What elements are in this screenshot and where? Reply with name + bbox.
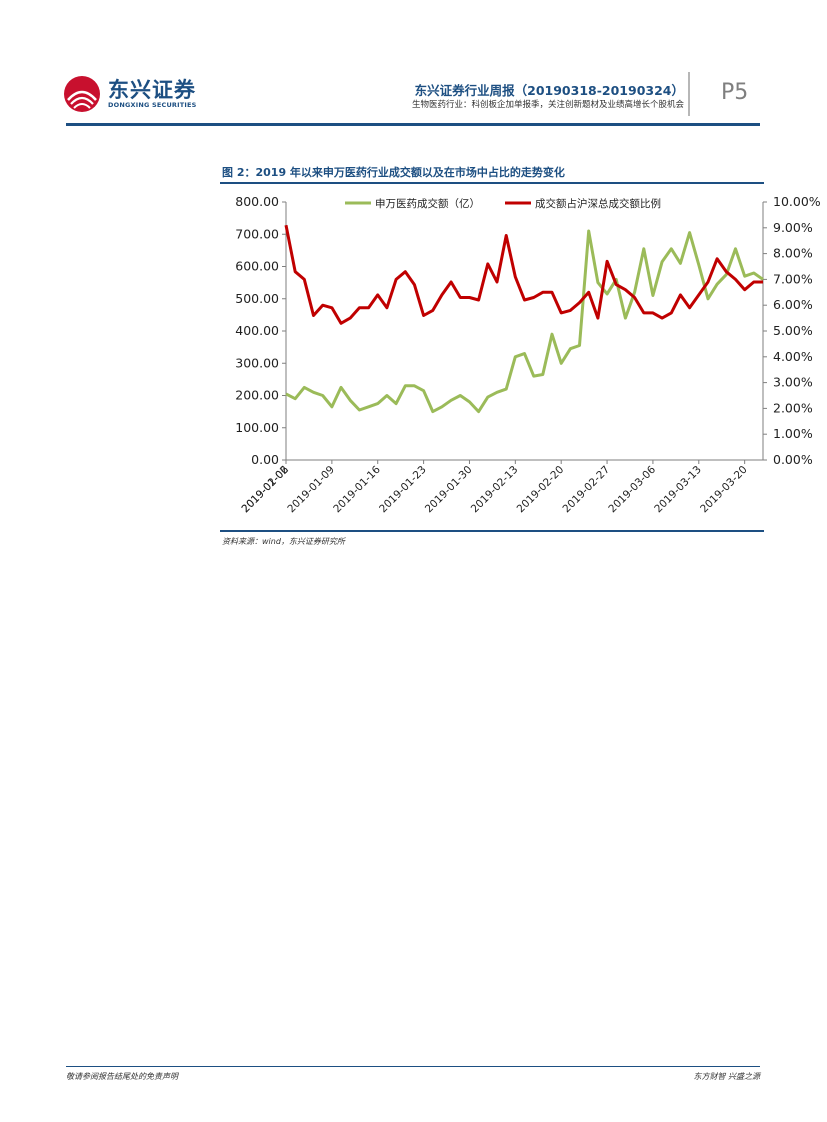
y-left-tick-label: 100.00 xyxy=(235,420,279,435)
x-tick-label: 2019-01-23 xyxy=(377,464,429,516)
y-right-tick-label: 4.00% xyxy=(773,349,813,364)
line-chart: 0.00 100.00 200.00 300.00 400.00 500.00 600.00… xyxy=(235,194,820,516)
logo-chinese-name: 东兴证券 xyxy=(108,78,196,102)
y-left-tick-label: 300.00 xyxy=(235,355,279,370)
series-line-ratio xyxy=(284,224,763,325)
header-rule xyxy=(66,123,760,126)
y-left-tick-label: 600.00 xyxy=(235,259,279,274)
y-left-tick-label: 400.00 xyxy=(235,323,279,338)
x-tick-label: 2019-02-20 xyxy=(515,464,567,516)
logo-english-name: DONGXING SECURITIES xyxy=(108,101,197,109)
y-right-tick-label: 6.00% xyxy=(773,297,813,312)
y-left-tick-label: 200.00 xyxy=(235,388,279,403)
footer-disclaimer: 敬请参阅报告结尾处的免责声明 xyxy=(66,1072,178,1081)
company-logo: 东兴证券 DONGXING SECURITIES xyxy=(62,74,196,114)
y-left-tick-label: 0.00 xyxy=(251,452,279,467)
figure-top-rule xyxy=(220,182,764,184)
y-left-tick-label: 800.00 xyxy=(235,194,279,209)
y-left-tick-label: 700.00 xyxy=(235,226,279,241)
y-right-tick-label: 7.00% xyxy=(773,271,813,286)
y-right-tick-label: 8.00% xyxy=(773,246,813,261)
figure-bottom-rule xyxy=(220,530,764,532)
page-header: 东兴证券 DONGXING SECURITIES 东兴证券行业周报（201903… xyxy=(0,0,827,130)
y-right-tick-label: 5.00% xyxy=(773,323,813,338)
footer-rule xyxy=(66,1066,760,1067)
x-tick-label: 2019-01-09 xyxy=(285,464,337,516)
y-right-tick-label: 10.00% xyxy=(773,194,820,209)
x-tick-label: 2019-01-16 xyxy=(331,463,383,515)
x-tick-label: 2019-03-06 xyxy=(606,463,658,515)
x-tick-label: 2019-03-13 xyxy=(652,464,704,516)
report-subtitle: 生物医药行业：科创板企加单报季，关注创新题材及业绩高增长个股机会 xyxy=(411,100,684,110)
series-line-volume xyxy=(285,229,764,414)
x-tick-label: 2019-03-20 xyxy=(698,464,750,516)
x-tick-label: 2019-01-30 xyxy=(423,464,475,516)
header-divider xyxy=(688,72,690,116)
report-title: 东兴证券行业周报（20190318-20190324） xyxy=(414,83,684,98)
figure-source: 资料来源：wind，东兴证券研究所 xyxy=(222,537,345,546)
y-right-tick-label: 9.00% xyxy=(773,220,813,235)
y-right-tick-label: 3.00% xyxy=(773,375,813,390)
legend-label: 申万医药成交额（亿） xyxy=(375,197,480,210)
footer-slogan: 东方财智 兴盛之源 xyxy=(693,1072,760,1081)
page-number: P5 xyxy=(721,80,749,105)
y-right-tick-label: 0.00% xyxy=(773,452,813,467)
legend-label: 成交额占沪深总成交额比例 xyxy=(535,197,661,210)
x-tick-label: 2019-02-27 xyxy=(561,464,613,516)
logo-emblem-icon xyxy=(64,76,100,112)
y-right-tick-label: 1.00% xyxy=(773,426,813,441)
y-left-tick-label: 500.00 xyxy=(235,291,279,306)
figure-title: 图 2：2019 年以来申万医药行业成交额以及在市场中占比的走势变化 xyxy=(222,166,565,179)
x-tick-label: 2019-02-06 xyxy=(239,463,291,515)
x-tick-label: 2019-02-13 xyxy=(469,464,521,516)
y-right-tick-label: 2.00% xyxy=(773,400,813,415)
